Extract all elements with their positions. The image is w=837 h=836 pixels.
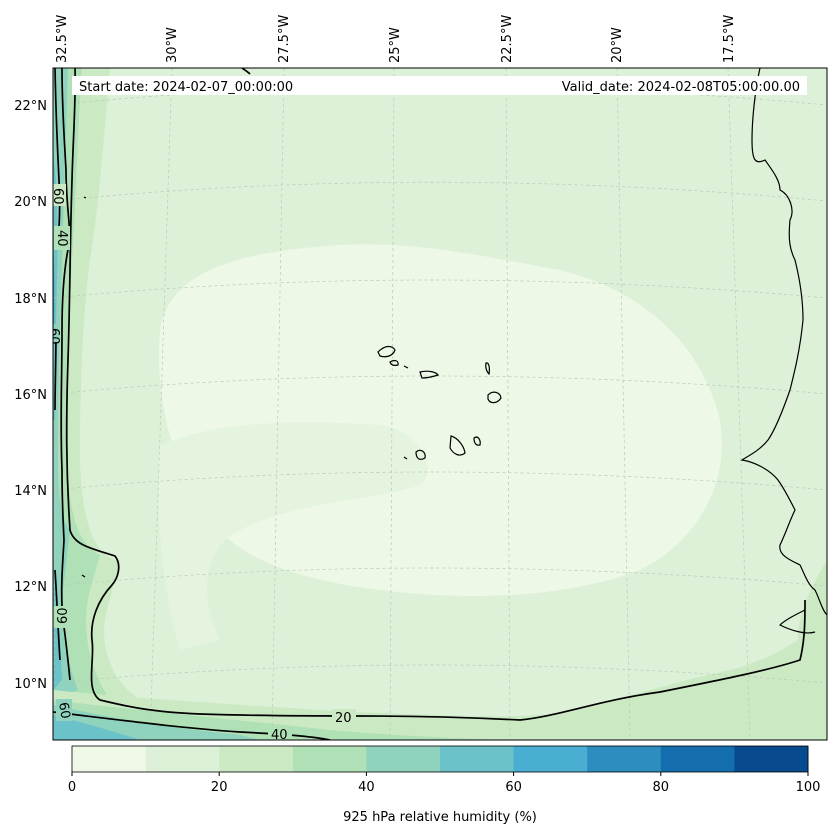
coastlines bbox=[81, 68, 827, 634]
colorbar-swatch bbox=[292, 746, 367, 772]
lat-label-16N: 16°N bbox=[14, 388, 47, 403]
island-maio bbox=[473, 436, 481, 446]
colorbar-frame bbox=[71, 745, 809, 773]
colorbar-tick-label: 0 bbox=[68, 780, 76, 795]
humidity-band-60-70-west bbox=[53, 150, 62, 690]
humidity-band-60-70-south bbox=[53, 715, 140, 740]
colorbar-swatch bbox=[72, 746, 147, 772]
longitude-labels: 32.5°W 30°W 27.5°W 25°W 22.5°W 20°W 17.5… bbox=[55, 15, 737, 63]
colorbar-tick-label: 80 bbox=[653, 780, 670, 795]
meridian-20W bbox=[616, 68, 631, 740]
africa-coast bbox=[740, 68, 827, 634]
latitude-labels: 22°N 20°N 18°N 16°N 14°N 12°N 10°N bbox=[14, 99, 47, 692]
contour-label-60-a: 60 bbox=[50, 188, 65, 205]
contour-40-west bbox=[60, 68, 71, 681]
contour-label-60-d: 60 bbox=[55, 701, 73, 720]
island-boa-vista bbox=[487, 391, 502, 404]
colorbar-swatch bbox=[587, 746, 662, 772]
island-fogo bbox=[415, 449, 426, 460]
parallel-10N bbox=[53, 664, 827, 684]
islet-west-12N bbox=[81, 574, 86, 578]
islet-west-20N bbox=[83, 196, 87, 199]
colorbar-swatch bbox=[734, 746, 809, 772]
colorbar-label: 925 hPa relative humidity (%) bbox=[343, 810, 537, 825]
graticule bbox=[53, 68, 827, 740]
meridian-22.5W bbox=[505, 68, 511, 740]
meridian-27.5W bbox=[271, 68, 285, 740]
contour-label-60-c: 60 bbox=[56, 607, 71, 624]
lat-label-20N: 20°N bbox=[14, 195, 47, 210]
island-santa-luzia bbox=[403, 365, 409, 369]
lon-label-32.5W: 32.5°W bbox=[55, 15, 70, 63]
start-date-label: Start date: 2024-02-07_00:00:00 bbox=[79, 80, 293, 95]
colorbar-ticks: 0 20 40 60 80 100 bbox=[68, 772, 821, 795]
colorbar-tick-label: 20 bbox=[211, 780, 228, 795]
contour-label-20: 20 bbox=[335, 711, 352, 726]
humidity-band-east bbox=[798, 560, 827, 670]
colorbar-swatch bbox=[513, 746, 588, 772]
lat-label-18N: 18°N bbox=[14, 292, 47, 307]
island-santo-antao bbox=[377, 345, 396, 358]
contour-40-south bbox=[53, 711, 331, 740]
lat-label-14N: 14°N bbox=[14, 484, 47, 499]
colorbar-tick-label: 40 bbox=[358, 780, 375, 795]
lat-label-22N: 22°N bbox=[14, 99, 47, 114]
lon-label-27.5W: 27.5°W bbox=[277, 15, 292, 63]
contour-label-60-b: 60 bbox=[46, 328, 61, 345]
colorbar: 0 20 40 60 80 100 925 hPa relative humidity (… bbox=[68, 745, 821, 825]
parallel-12N bbox=[53, 567, 827, 587]
humidity-band-10-20-patch bbox=[158, 422, 428, 650]
parallel-20N bbox=[53, 181, 827, 202]
map-frame bbox=[52, 67, 828, 741]
colorbar-swatch bbox=[440, 746, 515, 772]
valid-date-label: Valid_date: 2024-02-08T05:00:00.00 bbox=[562, 80, 800, 95]
island-sao-nicolau bbox=[419, 370, 439, 379]
island-santiago bbox=[449, 435, 466, 456]
island-sal bbox=[485, 362, 490, 376]
date-banner bbox=[72, 76, 807, 95]
lon-label-30W: 30°W bbox=[165, 27, 180, 63]
lon-label-25W: 25°W bbox=[388, 27, 403, 63]
parallel-18N bbox=[53, 279, 827, 299]
humidity-band-70-80-west bbox=[53, 250, 62, 740]
colorbar-tick-label: 60 bbox=[505, 780, 522, 795]
island-sao-vicente bbox=[389, 359, 399, 366]
humidity-band-20-30-south bbox=[53, 620, 827, 740]
meridian-25W bbox=[389, 68, 395, 740]
lat-label-10N: 10°N bbox=[14, 677, 47, 692]
meridian-30W bbox=[149, 68, 173, 740]
meridian-17.5W bbox=[727, 68, 751, 740]
colorbar-swatch bbox=[219, 746, 294, 772]
contour-20-west bbox=[65, 68, 806, 721]
colorbar-swatch bbox=[660, 746, 735, 772]
contour-label-40-b: 40 bbox=[271, 728, 288, 743]
map-panel: 60 40 60 60 60 20 40 Start date: 2024-02… bbox=[46, 68, 827, 743]
lon-label-22.5W: 22.5°W bbox=[500, 15, 515, 63]
lat-label-12N: 12°N bbox=[14, 580, 47, 595]
colorbar-swatches bbox=[72, 746, 809, 772]
lon-label-17.5W: 17.5°W bbox=[722, 15, 737, 63]
contour-20-top bbox=[241, 68, 251, 75]
colorbar-swatch bbox=[366, 746, 441, 772]
island-brava bbox=[403, 456, 408, 460]
colorbar-swatch bbox=[145, 746, 220, 772]
lon-label-20W: 20°W bbox=[610, 27, 625, 63]
contour-labels: 60 40 60 60 60 20 40 bbox=[46, 184, 356, 743]
parallel-14N bbox=[53, 471, 827, 491]
contour-label-40-a: 40 bbox=[54, 230, 69, 247]
colorbar-tick-label: 100 bbox=[796, 780, 821, 795]
